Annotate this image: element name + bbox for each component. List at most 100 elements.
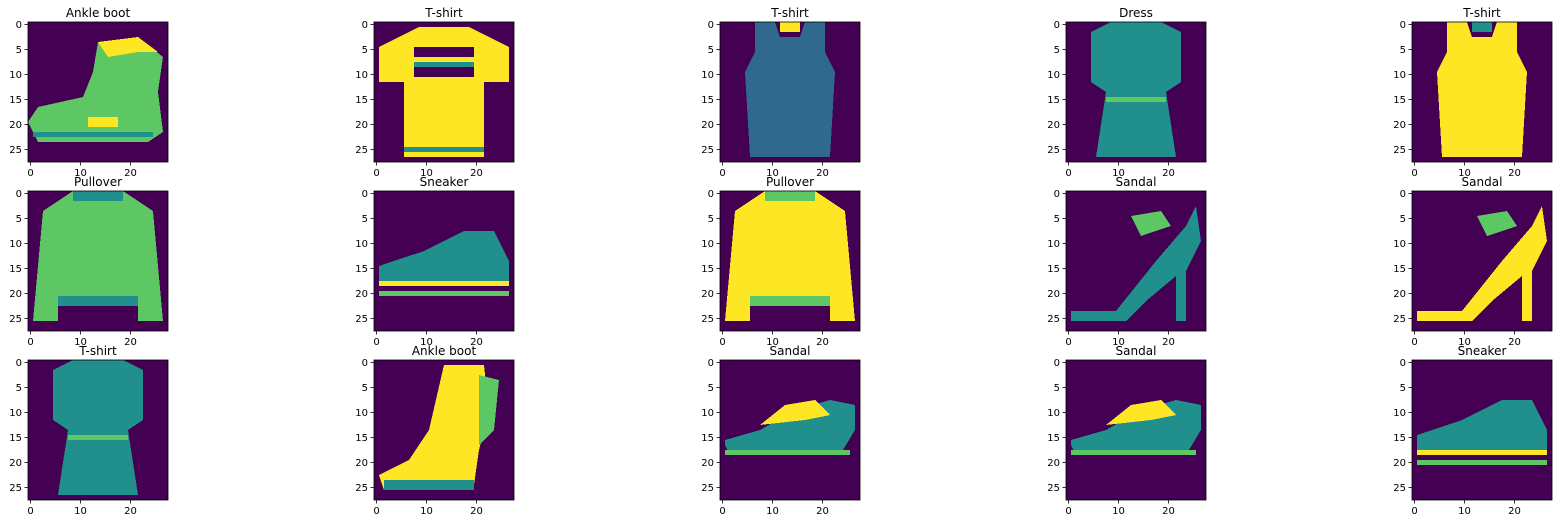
subplot-14-strap (1106, 400, 1176, 425)
y-tick-label: 25 (1047, 145, 1060, 156)
subplot-8: Pullover 0 10 20 0 5 10 15 20 25 (701, 175, 861, 348)
y-tick-label: 20 (9, 289, 22, 300)
y-tick-label: 0 (708, 189, 714, 200)
x-tick-label: 20 (1162, 506, 1175, 517)
subplot-6-frame (27, 190, 169, 332)
y-tick-label: 0 (1400, 358, 1406, 369)
y-tick-label: 25 (1393, 314, 1406, 325)
y-tick-label: 5 (16, 214, 22, 225)
x-tick-label: 20 (124, 506, 137, 517)
pullover-icon (33, 191, 163, 321)
subplot-7: Sneaker 0 10 20 0 5 10 15 20 25 (355, 175, 515, 348)
subplot-1-frame (27, 21, 169, 163)
y-tick-label: 15 (355, 264, 368, 275)
x-tick-label: 0 (27, 506, 33, 517)
subplot-9: Sandal 0 10 20 0 5 10 15 20 25 (1047, 175, 1207, 348)
y-tick-label: 5 (1400, 383, 1406, 394)
y-tick-label: 20 (701, 458, 714, 469)
subplot-8-waistband (750, 296, 830, 306)
x-tick-label: 10 (1458, 168, 1471, 179)
subplot-12-back (479, 375, 499, 445)
y-tick-label: 10 (9, 70, 22, 81)
x-tick-label: 0 (373, 506, 379, 517)
x-tick-label: 10 (766, 168, 779, 179)
subplot-15-sole (1417, 450, 1547, 455)
y-tick-label: 10 (1393, 239, 1406, 250)
subplot-10-frame (1411, 190, 1553, 332)
subplot-11-skirt (58, 445, 138, 495)
y-tick-label: 10 (1393, 408, 1406, 419)
x-tick-label: 0 (27, 337, 33, 348)
x-tick-label: 10 (74, 337, 87, 348)
y-tick-label: 20 (1393, 458, 1406, 469)
y-tick-label: 20 (355, 120, 368, 131)
y-tick-label: 15 (1047, 264, 1060, 275)
y-tick-label: 10 (701, 408, 714, 419)
subplot-6-shape (33, 191, 163, 321)
y-tick-label: 0 (1054, 20, 1060, 31)
y-tick-label: 10 (1047, 239, 1060, 250)
sneaker-icon (1417, 400, 1547, 465)
y-tick-label: 10 (355, 70, 368, 81)
high-heel-sandal-icon (1417, 206, 1547, 321)
y-tick-label: 5 (362, 45, 368, 56)
y-tick-label: 15 (701, 95, 714, 106)
y-tick-label: 5 (1400, 45, 1406, 56)
subplot-12-title: Ankle boot (412, 344, 477, 358)
tank-top-icon (745, 22, 835, 157)
y-tick-label: 5 (1400, 214, 1406, 225)
y-tick-label: 5 (708, 214, 714, 225)
y-tick-label: 25 (1393, 145, 1406, 156)
y-tick-label: 25 (355, 314, 368, 325)
subplot-9-title: Sandal (1116, 175, 1157, 189)
subplot-14-frame (1065, 359, 1207, 501)
y-tick-label: 15 (1047, 95, 1060, 106)
x-tick-label: 10 (766, 337, 779, 348)
subplot-2-hem (404, 147, 484, 152)
subplot-2: T-shirt 0 10 20 0 5 10 15 20 25 (355, 6, 515, 179)
subplot-10: Sandal 0 10 20 0 5 10 15 20 25 (1393, 175, 1553, 348)
subplot-4-frame (1065, 21, 1207, 163)
x-tick-label: 20 (470, 168, 483, 179)
x-tick-label: 20 (1508, 506, 1521, 517)
subplot-1-title: Ankle boot (66, 6, 131, 20)
y-tick-label: 15 (1393, 433, 1406, 444)
y-tick-label: 0 (708, 20, 714, 31)
x-tick-label: 20 (124, 337, 137, 348)
y-tick-label: 20 (355, 458, 368, 469)
dress-icon (53, 360, 143, 495)
y-tick-label: 5 (1054, 214, 1060, 225)
subplot-8-shape (725, 191, 855, 321)
y-tick-label: 15 (355, 95, 368, 106)
x-tick-label: 10 (1112, 168, 1125, 179)
subplot-2-stripe-1 (414, 47, 474, 57)
subplot-5-frame (1411, 21, 1553, 163)
subplot-7-sole (379, 281, 509, 286)
subplot-4-waist (1106, 97, 1166, 102)
y-tick-label: 5 (1054, 45, 1060, 56)
flat-sandal-icon (725, 400, 855, 455)
subplot-3-frame (719, 21, 861, 163)
y-tick-label: 15 (1393, 95, 1406, 106)
subplot-8-collar (765, 191, 815, 201)
y-tick-label: 5 (1054, 383, 1060, 394)
high-heel-sandal-icon (1071, 206, 1201, 321)
x-tick-label: 0 (1411, 506, 1417, 517)
subplot-7-shape (379, 231, 509, 281)
y-tick-label: 10 (1047, 408, 1060, 419)
heeled-boot-icon (379, 365, 499, 490)
y-tick-label: 20 (1047, 289, 1060, 300)
y-tick-label: 0 (1054, 358, 1060, 369)
sneaker-icon (379, 231, 509, 296)
y-tick-label: 20 (701, 289, 714, 300)
subplot-7-title: Sneaker (420, 175, 469, 189)
subplot-6: Pullover 0 10 20 0 5 10 15 20 25 (9, 175, 169, 348)
subplot-13: Sandal 0 10 20 0 5 10 15 20 25 (701, 344, 861, 517)
y-tick-label: 0 (16, 189, 22, 200)
x-tick-label: 20 (816, 168, 829, 179)
ankle-boot-icon (28, 37, 163, 142)
subplot-4-title: Dress (1119, 6, 1153, 20)
x-tick-label: 20 (1162, 337, 1175, 348)
y-tick-label: 25 (9, 314, 22, 325)
